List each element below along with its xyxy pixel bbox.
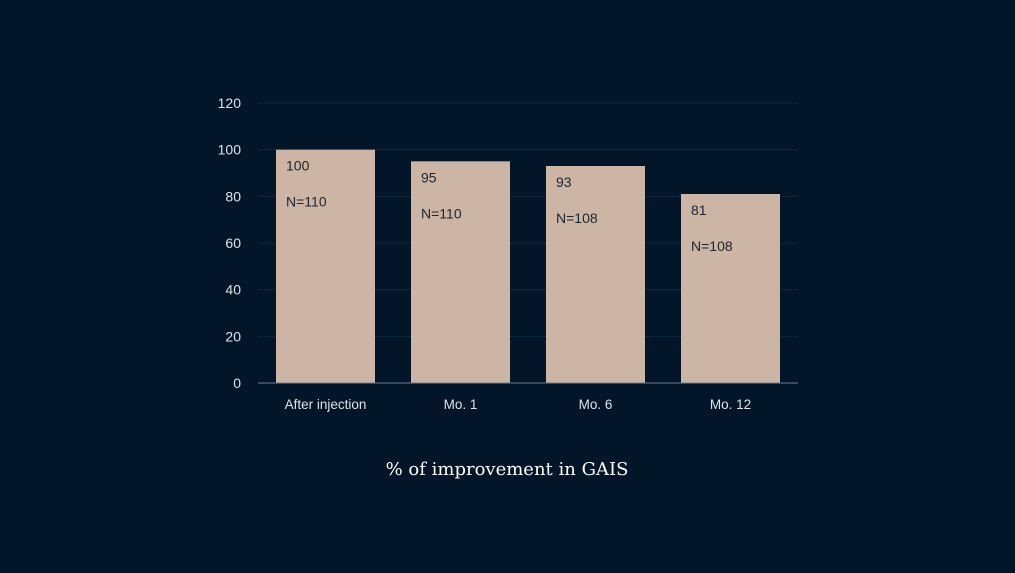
y-tick-label: 80	[225, 188, 241, 204]
bar-n-label: N=108	[691, 238, 733, 254]
bar-2	[411, 161, 510, 383]
y-tick-label: 20	[225, 328, 241, 344]
bar-1	[276, 149, 375, 383]
bar-4	[681, 194, 780, 383]
bar-labels: 100 N=110 95 N=110 93 N=108 81 N=108	[286, 158, 733, 254]
x-category-label: Mo. 1	[444, 397, 478, 412]
y-tick-label: 100	[218, 142, 242, 158]
chart-caption: % of improvement in GAIS	[386, 459, 629, 480]
bar-n-label: N=110	[421, 205, 462, 221]
y-tick-label: 60	[225, 235, 241, 251]
y-tick-label: 40	[225, 282, 241, 298]
x-category-label: Mo. 12	[710, 397, 751, 412]
y-axis-ticks: 0 20 40 60 80 100 120	[218, 95, 242, 391]
x-axis-categories: After injection Mo. 1 Mo. 6 Mo. 12	[285, 397, 752, 412]
bars	[276, 149, 780, 383]
y-tick-label: 120	[218, 95, 242, 111]
bar-n-label: N=110	[286, 194, 327, 210]
bar-value-label: 93	[556, 174, 572, 190]
x-category-label: Mo. 6	[579, 397, 613, 412]
bar-n-label: N=108	[556, 210, 598, 226]
y-tick-label: 0	[233, 375, 241, 391]
bar-value-label: 100	[286, 158, 310, 174]
x-category-label: After injection	[285, 397, 367, 412]
bar-value-label: 81	[691, 202, 707, 218]
bar-3	[546, 166, 645, 383]
bar-value-label: 95	[421, 169, 437, 185]
